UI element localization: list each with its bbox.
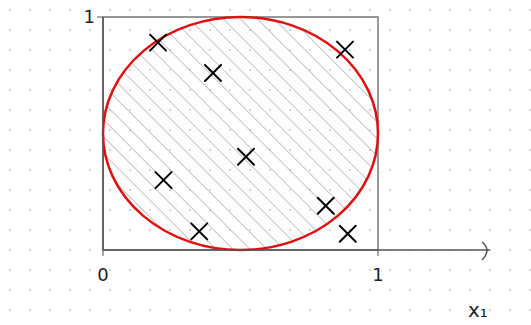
svg-text:1: 1 [372,264,383,285]
svg-text:1: 1 [84,6,95,27]
svg-text:x₁: x₁ [468,298,488,322]
svg-text:0: 0 [97,264,108,285]
